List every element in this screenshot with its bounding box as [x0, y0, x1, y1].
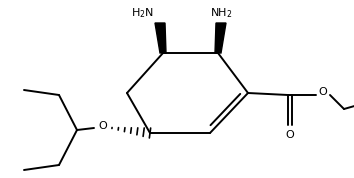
Text: H$_2$N: H$_2$N: [131, 6, 154, 20]
Text: O: O: [99, 121, 107, 131]
Text: O: O: [286, 130, 295, 140]
Text: O: O: [319, 87, 327, 97]
Text: NH$_2$: NH$_2$: [210, 6, 232, 20]
Polygon shape: [215, 23, 226, 53]
Polygon shape: [155, 23, 166, 53]
